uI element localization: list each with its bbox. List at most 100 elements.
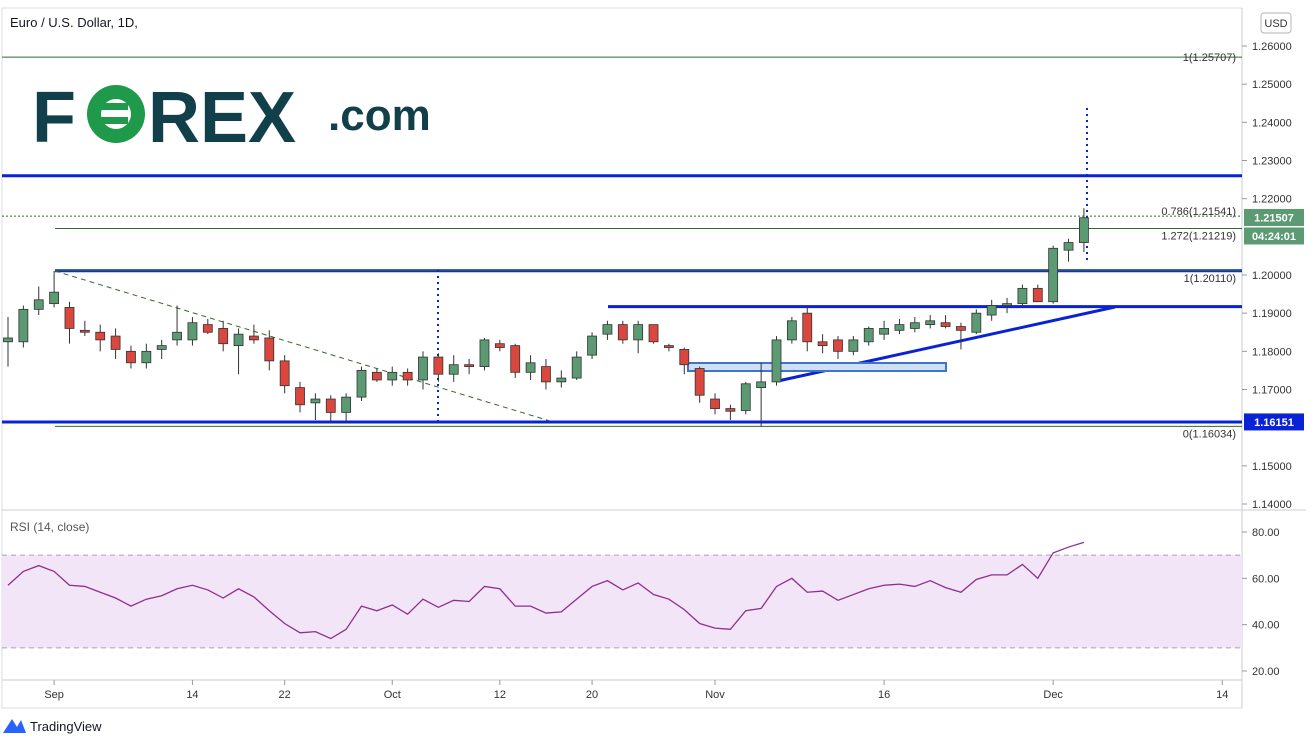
candle-body[interactable] — [1048, 247, 1059, 303]
time-axis-label: 16 — [878, 689, 890, 701]
candle-body[interactable] — [1002, 303, 1012, 306]
time-axis-label: 12 — [494, 689, 506, 701]
candle-body[interactable] — [525, 362, 536, 373]
support-price-tag — [1244, 413, 1304, 431]
candle-body[interactable] — [510, 345, 521, 373]
candle-body[interactable] — [940, 322, 951, 327]
fib-label-1-lower: 1(1.20110) — [1184, 273, 1236, 285]
candle-body[interactable] — [494, 343, 505, 348]
candle-body[interactable] — [371, 371, 382, 381]
candle-body[interactable] — [479, 339, 490, 367]
levels-layer — [2, 56, 1242, 427]
axis-layer: 1.26000 1.25000 1.24000 1.23000 1.22000 1.200… — [44, 41, 1291, 701]
candle-body[interactable] — [694, 368, 705, 396]
candle-body[interactable] — [110, 335, 121, 350]
candle-body[interactable] — [1063, 242, 1074, 251]
candle-body[interactable] — [202, 324, 213, 333]
candle-body[interactable] — [756, 381, 767, 388]
candle-body[interactable] — [1017, 287, 1028, 305]
candle-body[interactable] — [556, 377, 567, 383]
chart-title: Euro / U.S. Dollar, 1D, — [10, 15, 138, 30]
tradingview-icon — [3, 719, 26, 733]
candle-body[interactable] — [633, 324, 644, 341]
candle-body[interactable] — [433, 356, 444, 375]
candle-body[interactable] — [617, 324, 628, 341]
candle-body[interactable] — [325, 398, 336, 413]
candle-body[interactable] — [1079, 217, 1089, 243]
consolidation-zone[interactable] — [687, 362, 947, 372]
candle-body[interactable] — [95, 331, 106, 341]
candle-body[interactable] — [833, 339, 843, 352]
candle-body[interactable] — [402, 371, 413, 381]
time-axis-label: 14 — [186, 689, 198, 701]
candle-body[interactable] — [79, 329, 90, 333]
candle-body[interactable] — [448, 364, 459, 375]
candle-body[interactable] — [541, 366, 551, 383]
candle-body[interactable] — [817, 341, 828, 347]
candle-body[interactable] — [602, 324, 613, 335]
price-axis-label: 1.24000 — [1252, 117, 1292, 129]
candle-body[interactable] — [233, 333, 244, 347]
candle-body[interactable] — [710, 398, 720, 409]
candle-body[interactable] — [802, 312, 813, 343]
time-axis-label: 20 — [586, 689, 598, 701]
candle-body[interactable] — [126, 350, 136, 364]
candle-body[interactable] — [848, 339, 859, 352]
candle-body[interactable] — [464, 364, 475, 368]
rsi-axis-label: 40.00 — [1252, 620, 1280, 632]
candles-layer — [3, 208, 1089, 427]
candle-body[interactable] — [279, 360, 290, 387]
candle-body[interactable] — [64, 307, 75, 329]
candle-body[interactable] — [771, 339, 782, 383]
tradingview-logo[interactable]: TradingView — [3, 719, 102, 734]
rsi-axis-label: 60.00 — [1252, 573, 1280, 585]
candle-body[interactable] — [18, 308, 29, 343]
price-axis-label: 1.20000 — [1252, 270, 1292, 282]
candle-body[interactable] — [141, 350, 152, 364]
candle-body[interactable] — [418, 356, 428, 381]
price-axis-label: 1.14000 — [1252, 499, 1292, 511]
candle-body[interactable] — [571, 356, 582, 379]
candle-body[interactable] — [156, 345, 167, 350]
candle-body[interactable] — [310, 398, 321, 404]
candle-body[interactable] — [786, 320, 797, 341]
forex-logo: F REX .com — [32, 78, 431, 158]
candle-body[interactable] — [648, 324, 659, 343]
candle-body[interactable] — [33, 299, 44, 310]
candle-body[interactable] — [187, 322, 198, 341]
candle-body[interactable] — [679, 349, 690, 366]
candle-body[interactable] — [925, 320, 936, 326]
candle-body[interactable] — [264, 337, 275, 362]
candle-body[interactable] — [725, 408, 736, 412]
time-axis-label: Sep — [44, 689, 64, 701]
candle-body[interactable] — [740, 383, 751, 411]
candle-body[interactable] — [218, 328, 229, 345]
candle-body[interactable] — [341, 396, 352, 413]
time-axis-label: Nov — [705, 689, 725, 701]
candle-body[interactable] — [295, 387, 305, 406]
candle-body[interactable] — [49, 291, 60, 305]
candle-body[interactable] — [387, 371, 398, 381]
candle-body[interactable] — [172, 331, 182, 341]
candle-body[interactable] — [986, 305, 997, 316]
candle-body[interactable] — [1032, 287, 1043, 303]
candle-body[interactable] — [664, 345, 674, 348]
time-axis-label: 22 — [279, 689, 291, 701]
candle-body[interactable] — [863, 328, 874, 343]
candle-body[interactable] — [356, 370, 367, 398]
candle-body[interactable] — [909, 322, 920, 329]
price-axis-label: 1.22000 — [1252, 194, 1292, 206]
candle-body[interactable] — [3, 337, 13, 343]
candle-body[interactable] — [971, 312, 982, 333]
candle-body[interactable] — [587, 335, 597, 356]
candle-body[interactable] — [249, 335, 259, 341]
price-axis-label: 1.17000 — [1252, 385, 1292, 397]
candle-body[interactable] — [879, 328, 889, 335]
currency-button[interactable] — [1260, 12, 1292, 34]
candle-body[interactable] — [894, 324, 905, 331]
price-axis-label: 1.15000 — [1252, 461, 1292, 473]
countdown-label: 04:24:01 — [1252, 231, 1296, 243]
candle-body[interactable] — [956, 326, 966, 331]
